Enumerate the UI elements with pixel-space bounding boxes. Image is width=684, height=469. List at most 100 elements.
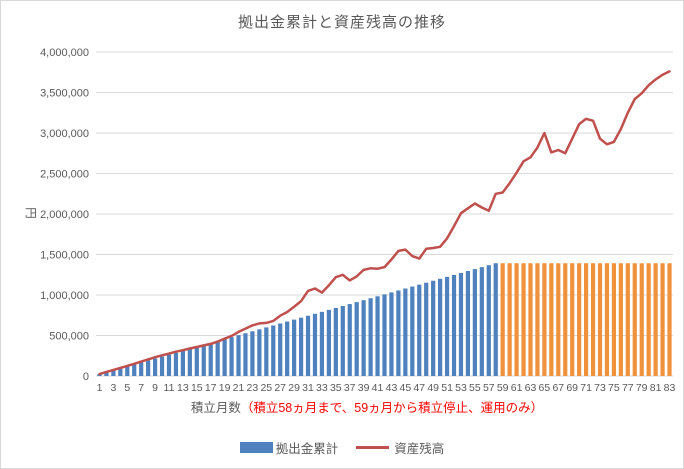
bar-month-75 (611, 263, 617, 376)
x-tick-label: 33 (316, 382, 328, 394)
bar-month-23 (250, 331, 255, 376)
y-tick-label: 4,000,000 (40, 47, 89, 59)
bar-month-44 (396, 290, 401, 376)
x-tick-label: 19 (219, 382, 231, 394)
bar-month-82 (660, 263, 665, 376)
bar-month-62 (521, 263, 526, 376)
y-tick-label: 0 (83, 371, 89, 383)
x-tick-label: 17 (205, 382, 217, 394)
legend-item-assets: 資産残高 (356, 438, 444, 457)
bar-month-10 (159, 356, 165, 376)
x-tick-label: 23 (247, 382, 259, 394)
x-axis-title: 積立月数（積立58ヵ月まで、59ヵ月から積立停止、運用のみ） (61, 397, 673, 416)
bar-month-18 (215, 341, 220, 376)
bar-month-61 (514, 263, 519, 376)
bar-month-60 (507, 263, 512, 376)
bar-month-32 (312, 313, 318, 376)
x-tick-label: 47 (413, 382, 425, 394)
x-tick-label: 65 (539, 382, 551, 394)
bar-month-13 (180, 350, 185, 376)
bar-month-11 (166, 354, 172, 376)
bar-month-37 (347, 304, 352, 376)
bar-month-81 (653, 263, 658, 376)
x-tick-label: 51 (441, 382, 453, 394)
legend: 拠出金累計 資産残高 (1, 438, 683, 457)
y-axis-title: 円 (24, 207, 36, 219)
bar-month-83 (667, 263, 672, 376)
x-tick-label: 13 (177, 382, 189, 394)
bar-month-2 (104, 372, 109, 376)
bar-month-40 (368, 298, 373, 376)
bar-month-53 (458, 272, 464, 376)
bar-month-6 (132, 364, 137, 376)
bar-month-28 (285, 321, 290, 376)
x-tick-label: 83 (664, 382, 676, 394)
bar-month-71 (584, 263, 589, 376)
bar-month-79 (639, 263, 644, 376)
bar-month-55 (472, 269, 477, 376)
bar-month-14 (187, 348, 192, 376)
y-tick-label: 1,500,000 (40, 250, 89, 262)
bar-month-69 (570, 263, 575, 376)
bar-month-46 (410, 286, 415, 376)
bar-month-52 (451, 274, 457, 376)
bar-month-4 (118, 368, 123, 376)
bar-month-25 (264, 327, 269, 376)
chart-title: 拠出金累計と資産残高の推移 (237, 14, 446, 31)
x-tick-label: 61 (511, 382, 523, 394)
bar-month-43 (389, 292, 394, 376)
x-tick-label: 37 (344, 382, 356, 394)
bar-month-66 (549, 263, 554, 376)
bar-month-22 (243, 333, 248, 376)
bar-month-47 (417, 284, 422, 376)
bar-month-41 (375, 296, 380, 376)
x-tick-label: 63 (525, 382, 537, 394)
x-axis-title-main: 積立月数 (190, 401, 241, 415)
y-tick-label: 2,000,000 (40, 209, 89, 221)
bar-month-9 (152, 358, 158, 376)
bar-month-21 (236, 335, 241, 376)
bar-month-20 (229, 337, 234, 376)
x-tick-label: 31 (302, 382, 314, 394)
bar-month-76 (618, 263, 623, 376)
bar-month-33 (319, 311, 325, 376)
bar-month-34 (326, 309, 331, 376)
bar-month-30 (298, 317, 304, 376)
x-tick-label: 67 (552, 382, 564, 394)
y-tick-label: 500,000 (49, 331, 89, 343)
bar-month-67 (556, 263, 561, 376)
bar-month-57 (486, 265, 491, 376)
bar-month-5 (125, 366, 130, 376)
bar-month-65 (542, 263, 547, 376)
bar-month-42 (382, 294, 387, 376)
bar-month-72 (590, 263, 596, 376)
x-tick-label: 21 (233, 382, 245, 394)
bar-month-17 (208, 342, 213, 376)
bar-month-3 (111, 370, 116, 376)
x-tick-label: 45 (400, 382, 412, 394)
x-tick-label: 59 (497, 382, 509, 394)
x-tick-label: 75 (608, 382, 620, 394)
x-tick-label: 35 (330, 382, 342, 394)
x-tick-label: 69 (566, 382, 578, 394)
x-tick-label: 29 (288, 382, 300, 394)
bar-month-73 (597, 263, 603, 376)
legend-item-contributions: 拠出金累計 (239, 438, 338, 457)
x-tick-label: 15 (191, 382, 203, 394)
bar-month-48 (424, 282, 429, 376)
x-tick-label: 77 (622, 382, 634, 394)
bar-month-31 (305, 315, 311, 376)
bar-month-78 (632, 263, 637, 376)
line-assets (98, 70, 671, 376)
bar-month-70 (577, 263, 582, 376)
x-tick-label: 7 (138, 382, 144, 394)
y-tick-label: 3,000,000 (40, 128, 89, 140)
x-tick-label: 71 (580, 382, 592, 394)
bar-month-16 (201, 344, 206, 376)
bar-month-15 (194, 346, 199, 376)
bar-month-68 (563, 263, 568, 376)
x-tick-label: 41 (372, 382, 384, 394)
bar-month-7 (139, 362, 144, 376)
bar-month-27 (278, 323, 283, 376)
